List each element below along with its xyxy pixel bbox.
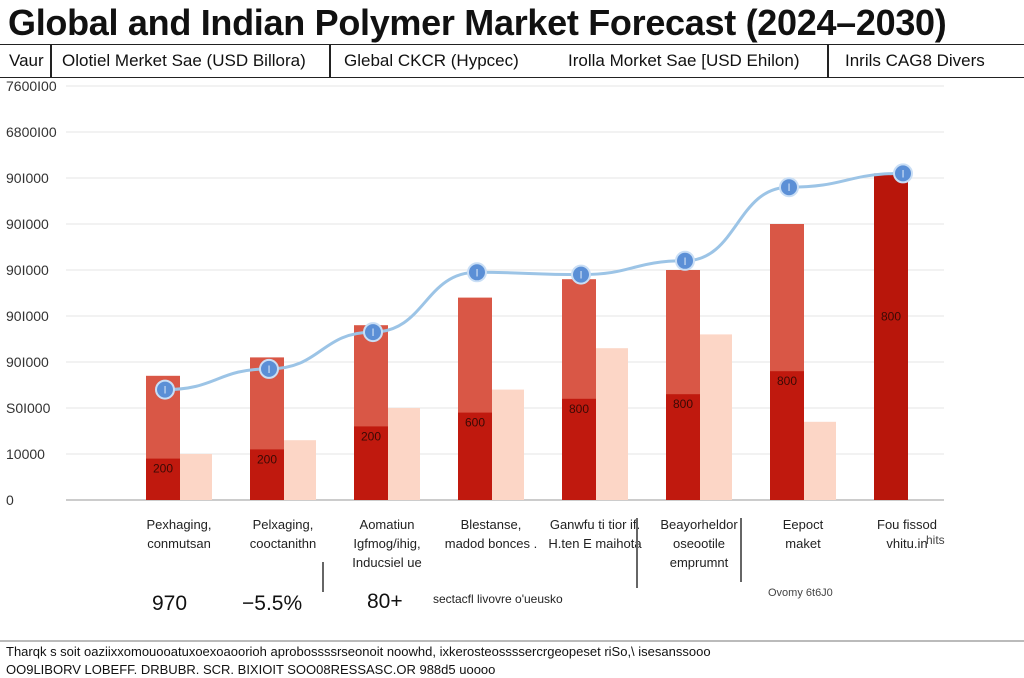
table-header: Vaur Olotiel Merket Sae (USD Billora) Gl… (0, 44, 1024, 78)
category-label: Aomatiun Igfmog/ihig, Inducsiel ue (337, 515, 437, 572)
india-bar (802, 421, 836, 500)
y-tick-label: 0 (6, 492, 14, 508)
india-bar (490, 389, 524, 500)
category-label-line: Pelxaging, (252, 517, 314, 532)
cagr-point-label: I (371, 327, 374, 339)
global-bar-base (354, 426, 388, 500)
footer-text: Tharqk s soit oaziixxomouooatuxoexoaoori… (6, 644, 711, 659)
bar-label: 200 (153, 462, 173, 476)
category-label-line: Beayorheldor (660, 517, 738, 532)
global-bar (874, 173, 908, 500)
category-label-line: Ganwfu ti tior if. (549, 517, 641, 532)
category-label-line: Igfmog/ihig, (353, 536, 421, 551)
category-label: Blestanse, madod bonces . (441, 515, 541, 553)
bar-label: 800 (881, 309, 901, 323)
y-tick-label: 7600I00 (6, 78, 57, 94)
cagr-point (893, 163, 913, 184)
category-label-line: cooctanithn (249, 536, 317, 551)
category-label-line: Inducsiel ue (352, 555, 422, 570)
category-label-line: vhitu.in (886, 536, 928, 551)
extra-label: hits (926, 533, 945, 547)
cagr-point (259, 358, 279, 379)
category-label-line: conmutsan (147, 536, 211, 551)
cagr-point-label: I (163, 385, 166, 397)
category-label: Pelxaging, cooctanithn (233, 515, 333, 553)
global-bar-base (666, 394, 700, 500)
y-tick-label: 6800I00 (6, 124, 57, 140)
kpi-value: 80+ (367, 590, 403, 613)
y-tick-label: 10000 (6, 446, 45, 462)
header-india-drivers: Inrils CAG8 Divers (845, 51, 985, 70)
india-bar (698, 334, 732, 500)
divider-line (322, 562, 324, 592)
bar-label: 600 (465, 416, 485, 430)
category-label-line: oseootile (672, 536, 726, 551)
header-divider (827, 45, 829, 77)
page-title: Global and Indian Polymer Market Forecas… (8, 2, 947, 43)
bar-label: 800 (569, 402, 589, 416)
cagr-point-label: I (683, 256, 686, 268)
footer-divider (0, 640, 1024, 642)
cagr-point-label: I (267, 364, 270, 376)
india-bar (594, 348, 628, 500)
header-india-size: Irolla Morket Sae [USD Ehilon) (568, 51, 800, 70)
category-label-line: Eepoct (782, 517, 824, 532)
category-label: Ganwfu ti tior if. H.ten E maihota (545, 515, 645, 553)
cagr-point (155, 379, 175, 400)
y-tick-label: 90I000 (6, 354, 49, 370)
category-label-line: Pexhaging, (146, 517, 212, 532)
category-label-line: madod bonces . (444, 536, 538, 551)
category-label-line: H.ten E maihota (548, 536, 642, 551)
bar-label: 800 (777, 374, 797, 388)
category-label-line: maket (785, 536, 821, 551)
category-label-line: emprumnt (669, 555, 729, 570)
cagr-line (164, 171, 904, 392)
category-label-line: Blestanse, (460, 517, 522, 532)
bar-label: 800 (673, 397, 693, 411)
global-bar-base (770, 371, 804, 500)
cagr-point (675, 250, 695, 271)
category-label: Beayorheldor oseootile emprumnt (649, 515, 749, 572)
y-tick-label: S0I000 (6, 400, 51, 416)
cagr-point-label: I (901, 168, 904, 180)
divider-line (740, 518, 742, 582)
header-divider (50, 45, 52, 77)
y-tick-label: 90I000 (6, 170, 49, 186)
cagr-point-label: I (579, 270, 582, 282)
cagr-point (467, 262, 487, 283)
category-label: Eepoct maket (753, 515, 853, 553)
small-note: Ovomy 6t6J0 (768, 587, 833, 599)
divider-line (636, 518, 638, 588)
category-label: Pexhaging, conmutsan (129, 515, 229, 553)
y-tick-label: 90I000 (6, 216, 49, 232)
cagr-point (363, 322, 383, 343)
kpi-value: 970 (152, 592, 188, 615)
cagr-point (571, 264, 591, 285)
india-bar (282, 440, 316, 500)
chart: 0 10000 S0I000 90I000 90I000 90I000 90I000 90I0… (6, 78, 944, 508)
global-bar-base (562, 398, 596, 500)
global-bar-base (250, 449, 284, 500)
footer-text: OO9LIBORV LOBEFF. DRBUBR. SCR. BIXIOIT S… (6, 662, 496, 677)
header-global-cagr: Glebal CKCR (Hypcec) (344, 51, 519, 70)
header-year: Vaur (9, 51, 44, 70)
kpi-value: −5.5% (242, 592, 303, 615)
category-label-line: Aomatiun (359, 517, 415, 532)
cagr-point-label: I (787, 182, 790, 194)
india-bar (386, 408, 420, 500)
y-tick-label: 90I000 (6, 262, 49, 278)
cagr-point (779, 177, 799, 198)
header-global-size: Olotiel Merket Sae (USD Billora) (62, 51, 306, 70)
global-bar-base (458, 412, 492, 500)
global-bar-base (146, 458, 180, 500)
cagr-point-label: I (475, 267, 478, 279)
kpi-note: sectacfl livovre o'ueusko (433, 592, 563, 606)
bar-label: 200 (257, 452, 277, 466)
category-label: Fou fissod vhitu.in (857, 515, 957, 553)
bar-label: 200 (361, 429, 381, 443)
category-label-line: Fou fissod (877, 517, 937, 532)
header-divider (329, 45, 331, 77)
y-tick-label: 90I000 (6, 308, 49, 324)
india-bar (178, 454, 212, 500)
